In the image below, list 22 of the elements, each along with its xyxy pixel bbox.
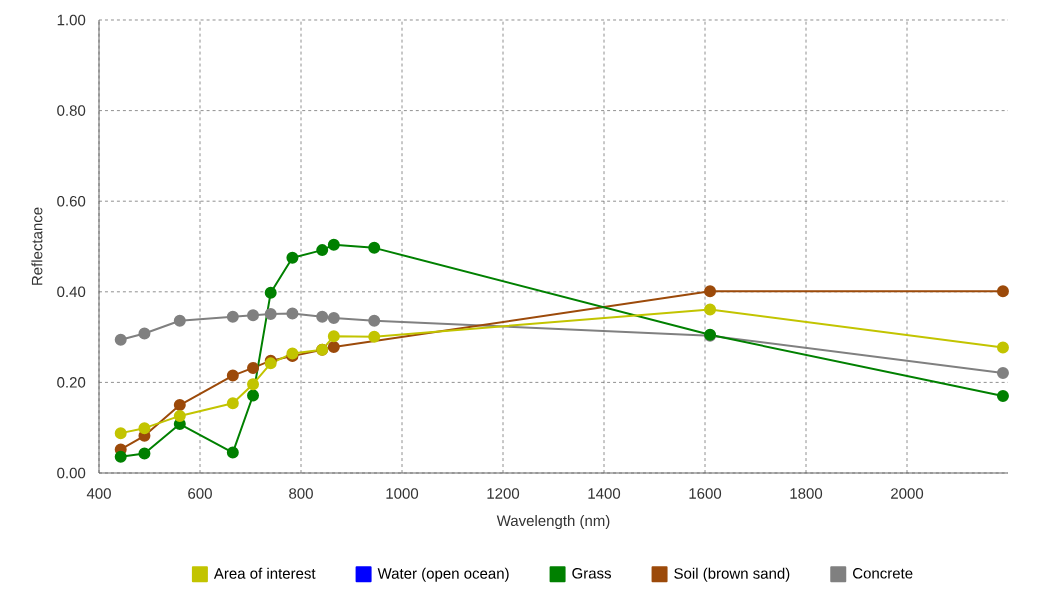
legend-label: Area of interest — [213, 567, 316, 579]
y-tick-label: 0.20 — [57, 377, 86, 388]
x-tick-label: 400 — [86, 488, 111, 499]
x-axis-title: Wavelength (nm) — [496, 515, 610, 529]
legend-label: Water (open ocean) — [377, 567, 509, 582]
legend-label: Soil (brown sand) — [674, 567, 790, 582]
y-tick-label: 1.00 — [57, 14, 86, 26]
legend-label: Grass — [572, 567, 612, 579]
legend-label: Concrete — [853, 567, 913, 579]
x-tick-label: 1200 — [487, 488, 520, 499]
y-axis-title: Reflectance — [31, 207, 43, 285]
x-tick-label: 1800 — [790, 488, 823, 499]
x-tick-label: 1400 — [588, 488, 621, 499]
x-tick-label: 2000 — [891, 488, 924, 499]
y-tick-label: 0.80 — [57, 105, 86, 116]
x-tick-label: 800 — [289, 488, 313, 499]
x-tick-label: 1000 — [386, 488, 419, 499]
y-tick-label: 0.00 — [57, 467, 86, 479]
x-tick-label: 1600 — [689, 488, 722, 499]
y-tick-label: 0.60 — [57, 195, 86, 207]
y-tick-label: 0.40 — [57, 286, 86, 298]
x-tick-label: 600 — [188, 488, 212, 499]
